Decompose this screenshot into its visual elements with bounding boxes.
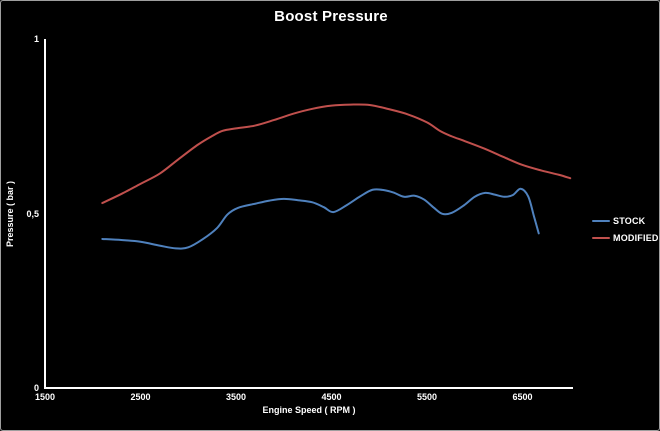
y-tick-label: 1 (33, 34, 39, 44)
x-tick-label: 3500 (225, 392, 247, 402)
x-axis-title: Engine Speed ( RPM ) (262, 405, 356, 415)
y-axis-title: Pressure ( bar ) (5, 180, 15, 248)
y-tick-label: 0,5 (26, 208, 39, 219)
x-tick-label: 1500 (34, 392, 56, 402)
legend-label-stock: STOCK (613, 216, 646, 226)
y-tick-label: 0 (33, 383, 39, 393)
modified-line-swatch (592, 237, 610, 239)
chart-legend: STOCK MODIFIED (592, 216, 659, 250)
legend-item-modified: MODIFIED (592, 233, 659, 243)
chart-title: Boost Pressure (274, 8, 388, 25)
x-tick-label: 6500 (512, 392, 533, 402)
x-tick-label: 4500 (321, 392, 342, 402)
stock-line-swatch (592, 220, 610, 222)
x-tick-label: 5500 (416, 392, 438, 402)
legend-item-stock: STOCK (592, 216, 659, 226)
legend-label-modified: MODIFIED (613, 233, 659, 243)
x-tick-label: 2500 (130, 392, 151, 402)
stock-series-line (101, 187, 540, 250)
modified-series-line (101, 103, 572, 205)
